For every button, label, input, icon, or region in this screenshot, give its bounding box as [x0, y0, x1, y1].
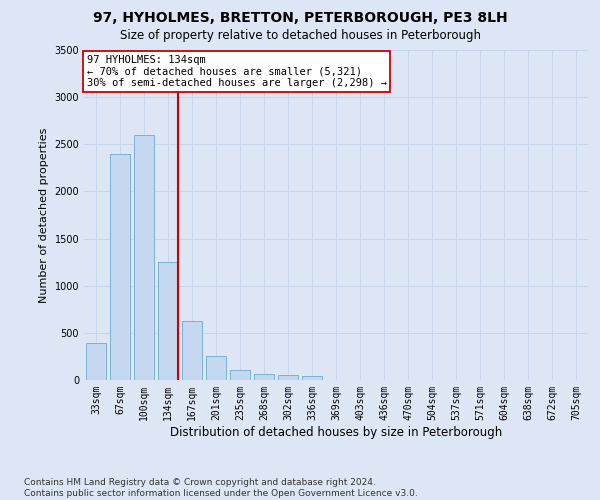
- Text: Size of property relative to detached houses in Peterborough: Size of property relative to detached ho…: [119, 29, 481, 42]
- Text: Contains HM Land Registry data © Crown copyright and database right 2024.
Contai: Contains HM Land Registry data © Crown c…: [24, 478, 418, 498]
- Bar: [254, 374, 274, 380]
- Bar: [302, 376, 322, 380]
- Bar: [86, 343, 106, 380]
- Y-axis label: Number of detached properties: Number of detached properties: [39, 128, 49, 302]
- Bar: [206, 356, 226, 380]
- Bar: [182, 320, 202, 380]
- Text: 97, HYHOLMES, BRETTON, PETERBOROUGH, PE3 8LH: 97, HYHOLMES, BRETTON, PETERBOROUGH, PE3…: [92, 11, 508, 25]
- Bar: [158, 262, 178, 380]
- Text: 97 HYHOLMES: 134sqm
← 70% of detached houses are smaller (5,321)
30% of semi-det: 97 HYHOLMES: 134sqm ← 70% of detached ho…: [86, 55, 386, 88]
- Bar: [230, 370, 250, 380]
- Bar: [134, 135, 154, 380]
- Bar: [110, 154, 130, 380]
- X-axis label: Distribution of detached houses by size in Peterborough: Distribution of detached houses by size …: [170, 426, 502, 438]
- Bar: [278, 375, 298, 380]
